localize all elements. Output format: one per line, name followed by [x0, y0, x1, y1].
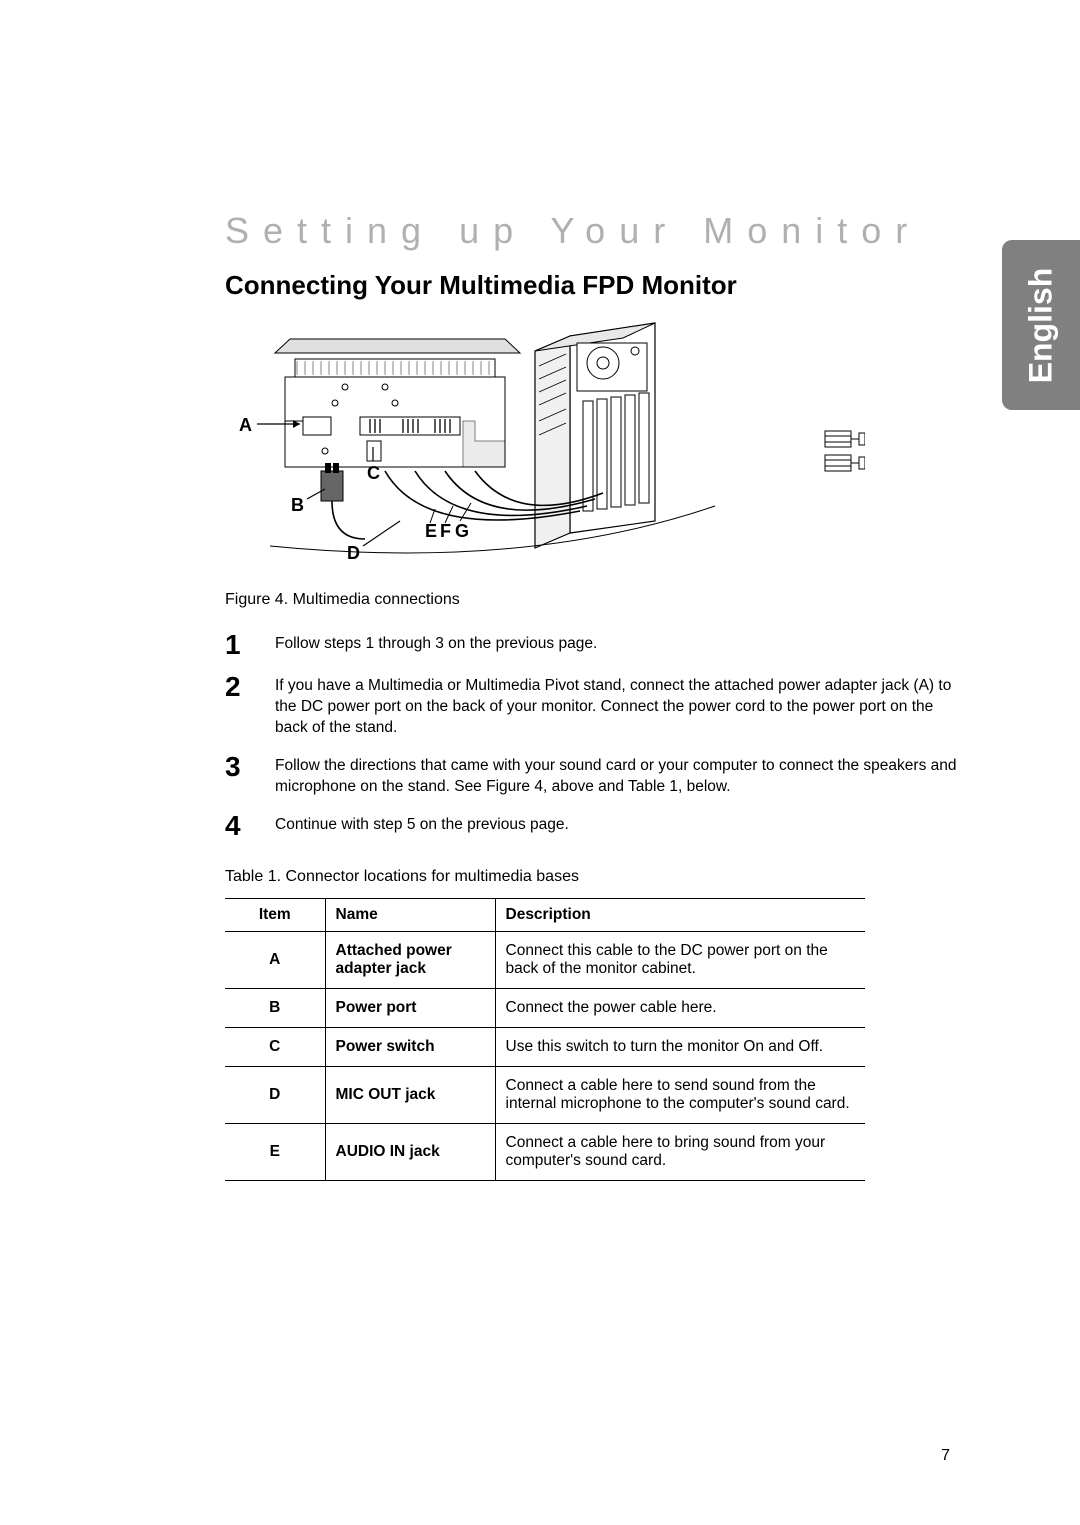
table-row: C Power switch Use this switch to turn t…	[225, 1027, 865, 1066]
table-cell-item: D	[225, 1066, 325, 1123]
computer-tower	[535, 323, 655, 548]
diagram-label-c: C	[367, 463, 380, 483]
table-cell-item: C	[225, 1027, 325, 1066]
section-title: Connecting Your Multimedia FPD Monitor	[225, 270, 960, 301]
table-header-row: Item Name Description	[225, 898, 865, 931]
diagram-label-d: D	[347, 543, 360, 563]
step-item: 2 If you have a Multimedia or Multimedia…	[225, 673, 960, 739]
table-cell-desc: Connect this cable to the DC power port …	[495, 931, 865, 988]
language-tab: English	[1002, 240, 1080, 410]
table-cell-desc: Connect a cable here to bring sound from…	[495, 1123, 865, 1180]
connection-diagram: A B C D E F G	[225, 321, 865, 571]
step-number: 4	[225, 812, 275, 840]
step-text: Continue with step 5 on the previous pag…	[275, 812, 569, 840]
table-cell-item: B	[225, 988, 325, 1027]
step-number: 1	[225, 631, 275, 659]
step-text: If you have a Multimedia or Multimedia P…	[275, 673, 960, 739]
table-cell-desc: Connect a cable here to send sound from …	[495, 1066, 865, 1123]
table-cell-item: A	[225, 931, 325, 988]
page-number: 7	[941, 1447, 950, 1465]
table-caption: Table 1. Connector locations for multime…	[225, 868, 960, 886]
step-item: 3 Follow the directions that came with y…	[225, 753, 960, 798]
table-header: Name	[325, 898, 495, 931]
table-cell-desc: Connect the power cable here.	[495, 988, 865, 1027]
table-cell-name: Power port	[325, 988, 495, 1027]
diagram-label-e: E	[425, 521, 437, 541]
mini-connectors	[825, 431, 865, 471]
steps-list: 1 Follow steps 1 through 3 on the previo…	[225, 631, 960, 840]
step-number: 2	[225, 673, 275, 739]
diagram-label-g: G	[455, 521, 469, 541]
step-text: Follow the directions that came with you…	[275, 753, 960, 798]
table-cell-name: Power switch	[325, 1027, 495, 1066]
language-tab-text: English	[1023, 267, 1060, 383]
monitor-base	[275, 339, 520, 501]
table-row: A Attached power adapter jack Connect th…	[225, 931, 865, 988]
connector-table: Item Name Description A Attached power a…	[225, 898, 865, 1181]
step-text: Follow steps 1 through 3 on the previous…	[275, 631, 597, 659]
table-row: D MIC OUT jack Connect a cable here to s…	[225, 1066, 865, 1123]
diagram-label-a: A	[239, 415, 252, 435]
table-cell-desc: Use this switch to turn the monitor On a…	[495, 1027, 865, 1066]
page-content: Setting up Your Monitor Connecting Your …	[0, 0, 1080, 1181]
diagram-label-f: F	[440, 521, 451, 541]
step-item: 1 Follow steps 1 through 3 on the previo…	[225, 631, 960, 659]
table-row: B Power port Connect the power cable her…	[225, 988, 865, 1027]
table-cell-name: MIC OUT jack	[325, 1066, 495, 1123]
figure-caption: Figure 4. Multimedia connections	[225, 591, 960, 609]
chapter-title: Setting up Your Monitor	[225, 210, 960, 252]
diagram-label-b: B	[291, 495, 304, 515]
table-cell-name: Attached power adapter jack	[325, 931, 495, 988]
table-header: Item	[225, 898, 325, 931]
step-item: 4 Continue with step 5 on the previous p…	[225, 812, 960, 840]
table-cell-name: AUDIO IN jack	[325, 1123, 495, 1180]
table-row: E AUDIO IN jack Connect a cable here to …	[225, 1123, 865, 1180]
table-cell-item: E	[225, 1123, 325, 1180]
step-number: 3	[225, 753, 275, 798]
table-header: Description	[495, 898, 865, 931]
